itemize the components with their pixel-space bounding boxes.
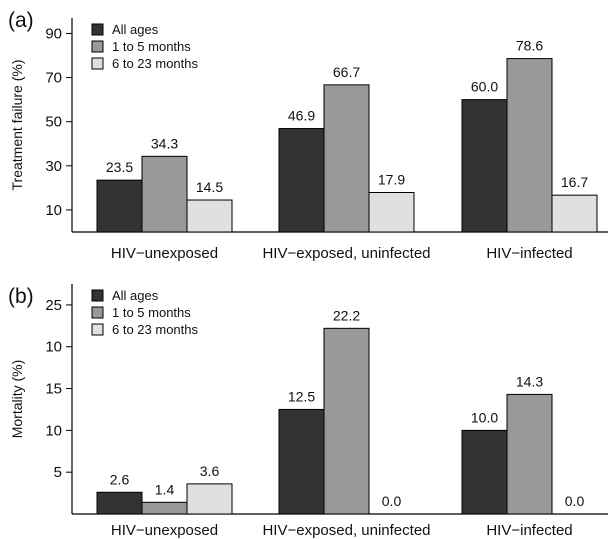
y-tick-label: 90 bbox=[45, 25, 62, 42]
data-label: 16.7 bbox=[561, 174, 588, 190]
y-tick-label: 15 bbox=[45, 381, 62, 398]
data-label: 34.3 bbox=[151, 135, 178, 151]
y-tick-label: 50 bbox=[45, 114, 62, 131]
y-tick-label: 10 bbox=[45, 202, 62, 219]
bar bbox=[461, 429, 508, 515]
legend-label: 1 to 5 months bbox=[112, 305, 191, 320]
y-axis-title: Treatment failure (%) bbox=[9, 60, 25, 191]
legend-label: 6 to 23 months bbox=[112, 322, 198, 337]
data-label: 10.0 bbox=[471, 409, 498, 425]
y-tick-label: 10 bbox=[45, 339, 62, 356]
x-category-label: HIV−infected bbox=[486, 522, 572, 539]
y-axis-title: Mortality (%) bbox=[9, 360, 25, 439]
data-label: 14.5 bbox=[196, 179, 223, 195]
data-label: 2.6 bbox=[110, 471, 130, 487]
data-label: 66.7 bbox=[333, 64, 360, 80]
data-label: 17.9 bbox=[378, 172, 405, 188]
x-category-label: HIV−infected bbox=[486, 245, 572, 262]
bar bbox=[278, 408, 325, 515]
bar bbox=[506, 58, 553, 233]
y-tick-label: 25 bbox=[45, 297, 62, 314]
bar bbox=[323, 327, 370, 515]
data-label: 1.4 bbox=[155, 481, 175, 497]
legend-swatch bbox=[91, 57, 104, 70]
x-category-label: HIV−exposed, uninfected bbox=[262, 522, 430, 539]
bar bbox=[506, 393, 553, 515]
bar bbox=[186, 199, 233, 233]
x-category-label: HIV−exposed, uninfected bbox=[262, 245, 430, 262]
data-label: 46.9 bbox=[288, 108, 315, 124]
data-label: 78.6 bbox=[516, 38, 543, 54]
legend-swatch bbox=[91, 40, 104, 53]
data-label: 14.3 bbox=[516, 373, 543, 389]
legend-swatch bbox=[91, 289, 104, 302]
data-label: 0.0 bbox=[382, 493, 402, 509]
y-tick-label: 5 bbox=[54, 464, 62, 481]
bar bbox=[141, 155, 188, 233]
legend-label: All ages bbox=[112, 288, 159, 303]
legend-swatch bbox=[91, 23, 104, 36]
bar bbox=[461, 99, 508, 233]
legend-swatch bbox=[91, 306, 104, 319]
bar bbox=[96, 491, 143, 515]
bar bbox=[323, 84, 370, 233]
bar bbox=[96, 179, 143, 233]
y-tick-label: 30 bbox=[45, 158, 62, 175]
panel-label: (a) bbox=[8, 9, 34, 32]
legend-label: All ages bbox=[112, 22, 159, 37]
bar bbox=[141, 501, 188, 515]
data-label: 3.6 bbox=[200, 463, 220, 479]
x-category-label: HIV−unexposed bbox=[111, 522, 218, 539]
x-category-label: HIV−unexposed bbox=[111, 245, 218, 262]
legend-label: 1 to 5 months bbox=[112, 39, 191, 54]
bar bbox=[278, 128, 325, 233]
bar bbox=[186, 483, 233, 515]
y-tick-label: 70 bbox=[45, 70, 62, 87]
panel-label: (b) bbox=[8, 285, 34, 308]
legend-label: 6 to 23 months bbox=[112, 56, 198, 71]
y-tick-label: 10 bbox=[45, 422, 62, 439]
data-label: 60.0 bbox=[471, 79, 498, 95]
bar bbox=[551, 194, 598, 233]
data-label: 23.5 bbox=[106, 159, 133, 175]
legend-swatch bbox=[91, 323, 104, 336]
bar bbox=[368, 192, 415, 233]
data-label: 12.5 bbox=[288, 388, 315, 404]
data-label: 22.2 bbox=[333, 307, 360, 323]
data-label: 0.0 bbox=[565, 493, 585, 509]
